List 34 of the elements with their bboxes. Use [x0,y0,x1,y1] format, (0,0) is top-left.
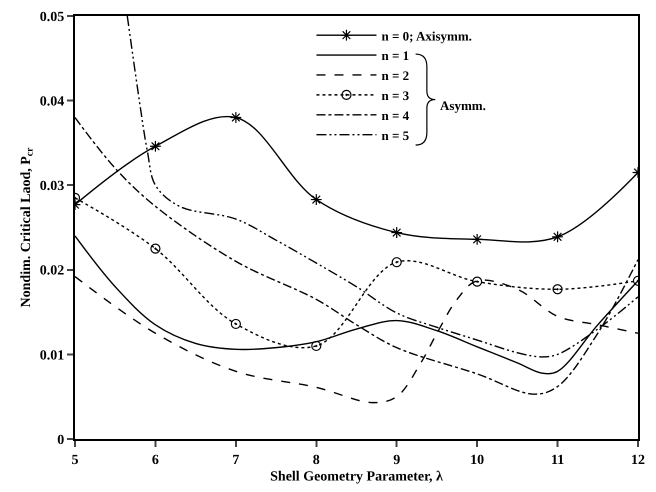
legend-label: n = 1 [381,48,410,64]
x-tick-label: 7 [232,452,240,468]
x-tick-label: 12 [631,452,645,468]
legend-label: n = 0; Axisymm. [381,28,472,44]
point [552,230,564,243]
point [552,284,563,294]
x-axis-title: Shell Geometry Parameter, λ [270,470,443,485]
x-tick-label: 10 [470,452,484,468]
legend-label: n = 5 [381,128,410,143]
point [392,257,402,268]
y-tick-label: 0.04 [40,94,64,110]
point [310,194,322,206]
y-tick-label: 0.05 [40,10,64,25]
annotation: Asymm. [440,98,486,113]
y-tick-label: 0.01 [40,348,64,364]
x-tick-label: 6 [152,452,159,468]
y-tick-label: 0.02 [40,264,64,279]
legend-label: n = 3 [381,88,410,103]
y-tick-label: 0.03 [40,179,64,194]
legend-label: n = 2 [381,68,410,84]
legend-label: n = 4 [381,108,410,123]
x-tick-label: 9 [393,452,400,468]
point [390,226,403,239]
point [150,244,161,254]
x-tick-label: 5 [72,452,78,468]
point [311,340,322,352]
x-tick-label: 11 [550,452,564,468]
point [230,318,241,330]
point [471,233,484,246]
point [472,276,482,287]
point [149,140,162,152]
point [230,112,242,124]
x-tick-label: 8 [312,452,320,468]
y-tick-label: 0 [57,432,64,448]
